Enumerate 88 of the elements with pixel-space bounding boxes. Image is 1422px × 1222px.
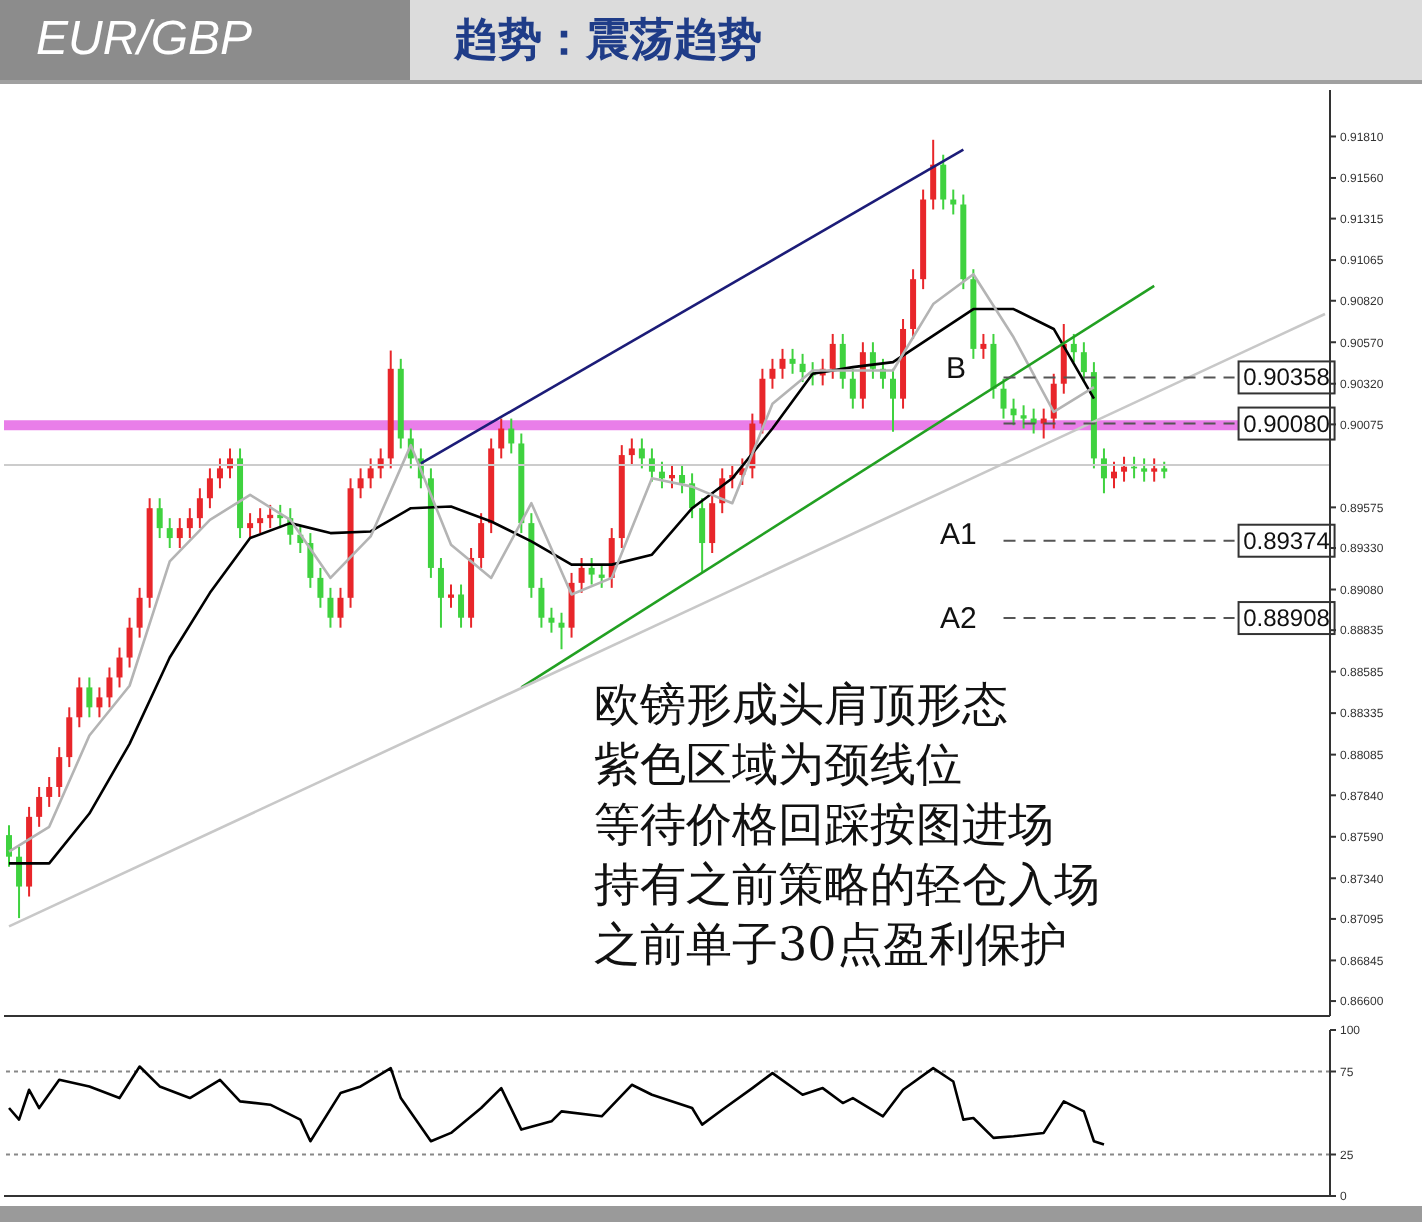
annotation: A2 [940, 602, 977, 638]
candlestick [126, 616, 133, 669]
candlestick [980, 332, 987, 360]
candlestick [1151, 457, 1158, 483]
candlestick [759, 367, 766, 435]
candlestick [950, 188, 957, 216]
candlestick [598, 563, 605, 589]
candlestick [86, 676, 93, 719]
candlestick [36, 785, 43, 828]
candlestick [538, 576, 545, 629]
candlestick [1000, 377, 1007, 420]
annotation: 欧镑形成头肩顶形态 [594, 678, 1010, 736]
candlestick [106, 666, 113, 709]
ref-line-label: 0.90080 [1243, 409, 1331, 438]
candlestick [337, 586, 344, 629]
candlestick [96, 686, 103, 719]
candlestick [16, 845, 23, 920]
annotation: B [946, 352, 967, 388]
candlestick [669, 464, 675, 490]
ref-line-label: 0.88908 [1243, 604, 1331, 633]
candlestick [578, 556, 585, 594]
candlestick [1080, 341, 1087, 384]
candlestick [257, 507, 264, 535]
annotation: 紫色区域为颈线位 [594, 738, 964, 796]
annotation: 持有之前策略的轻仓入场 [594, 858, 1100, 916]
candlestick [779, 347, 786, 380]
candlestick [699, 497, 706, 574]
ref-line-label: 0.90358 [1243, 363, 1331, 392]
candlestick [498, 417, 505, 460]
candlestick [1141, 457, 1148, 483]
candlestick [437, 556, 444, 629]
candlestick [478, 512, 485, 569]
candlestick [1040, 407, 1047, 440]
candlestick [628, 437, 635, 467]
candlestick [216, 457, 223, 490]
ref-line-label: 0.89374 [1243, 526, 1331, 555]
candlestick [357, 467, 364, 500]
candlestick [367, 457, 374, 490]
candlestick [990, 332, 997, 400]
candlestick [930, 138, 937, 211]
candlestick [1010, 397, 1017, 427]
candlestick [1070, 332, 1077, 364]
candlestick [327, 586, 334, 629]
candlestick [76, 676, 83, 729]
candlestick [799, 352, 806, 384]
line-series [7, 1065, 1106, 1146]
candlestick [709, 492, 716, 554]
candlestick [448, 583, 454, 609]
candlestick [6, 824, 12, 868]
candlestick [458, 583, 465, 629]
annotation: 之前单子30点盈利保护 [594, 918, 1069, 976]
candlestick [548, 606, 555, 634]
candlestick [317, 566, 324, 609]
annotation: 等待价格回踩按图进场 [594, 798, 1056, 856]
candlestick [588, 556, 595, 586]
candlestick [1100, 447, 1107, 495]
candlestick [176, 517, 183, 550]
candlestick [789, 347, 796, 375]
candlestick [568, 571, 575, 639]
candlestick [890, 367, 896, 433]
candlestick [247, 512, 254, 540]
chart-title: EUR/GBP [0, 0, 410, 80]
candlestick [267, 503, 274, 530]
candlestick [156, 497, 163, 540]
candlestick [166, 517, 173, 550]
candlestick [46, 776, 53, 808]
annotation: A1 [940, 518, 977, 554]
candlestick [648, 447, 655, 483]
candlestick [116, 646, 123, 689]
chart-subtitle: 趋势：震荡趋势 [451, 12, 762, 68]
candlestick [56, 746, 63, 798]
candlestick [558, 611, 565, 651]
candlestick [769, 357, 776, 390]
candlestick [1121, 455, 1128, 483]
candlestick [508, 417, 515, 455]
candlestick [186, 507, 193, 540]
candlestick [1111, 460, 1117, 490]
candlestick [849, 367, 856, 410]
candlestick [679, 464, 686, 495]
candlestick [196, 487, 203, 530]
candlestick [638, 437, 645, 470]
candlestick [940, 153, 947, 211]
candlestick [1020, 404, 1027, 430]
candlestick [829, 332, 836, 380]
candlestick [66, 706, 73, 769]
candlestick [658, 460, 665, 490]
candlestick [136, 586, 143, 639]
candlestick [206, 467, 213, 510]
